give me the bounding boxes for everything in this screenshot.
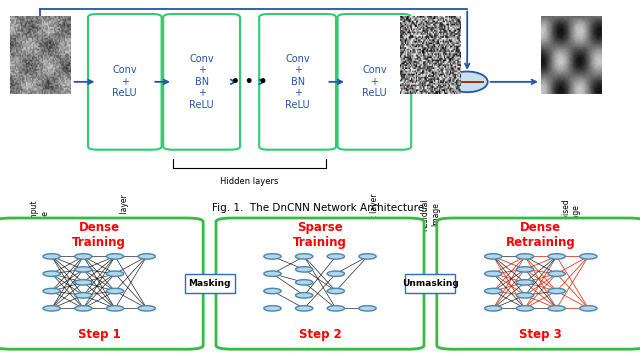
Ellipse shape [43, 306, 60, 311]
Circle shape [520, 294, 529, 297]
Ellipse shape [484, 254, 502, 259]
Circle shape [111, 290, 120, 292]
Text: Hidden layers: Hidden layers [220, 177, 279, 186]
Text: Input layer: Input layer [120, 194, 129, 236]
Text: Conv
+
ReLU: Conv + ReLU [113, 65, 137, 98]
Ellipse shape [43, 254, 60, 259]
Ellipse shape [264, 254, 281, 259]
FancyBboxPatch shape [184, 274, 235, 293]
Ellipse shape [548, 288, 565, 294]
Ellipse shape [264, 306, 281, 311]
FancyBboxPatch shape [163, 14, 240, 150]
Text: Unmasking: Unmasking [402, 279, 459, 288]
Circle shape [552, 255, 561, 257]
Ellipse shape [296, 293, 313, 298]
Ellipse shape [548, 306, 565, 311]
Ellipse shape [264, 288, 281, 294]
Ellipse shape [548, 271, 565, 276]
Circle shape [552, 290, 561, 292]
Ellipse shape [296, 254, 313, 259]
Bar [451, 81, 484, 83]
Ellipse shape [327, 306, 344, 311]
Ellipse shape [138, 254, 156, 259]
Ellipse shape [484, 271, 502, 276]
Circle shape [79, 255, 88, 257]
Ellipse shape [327, 254, 344, 259]
Ellipse shape [580, 254, 597, 259]
Ellipse shape [296, 306, 313, 311]
Circle shape [111, 255, 120, 257]
Ellipse shape [75, 293, 92, 298]
Ellipse shape [516, 254, 534, 259]
Text: Step 3: Step 3 [520, 328, 562, 341]
FancyBboxPatch shape [338, 14, 412, 150]
Ellipse shape [75, 254, 92, 259]
Text: Conv
+
ReLU: Conv + ReLU [362, 65, 387, 98]
FancyBboxPatch shape [0, 218, 204, 349]
FancyBboxPatch shape [259, 14, 336, 150]
Circle shape [520, 255, 529, 257]
Ellipse shape [580, 306, 597, 311]
Circle shape [79, 268, 88, 270]
Text: Dense
Retraining: Dense Retraining [506, 222, 575, 250]
Text: Step 2: Step 2 [299, 328, 341, 341]
Ellipse shape [516, 306, 534, 311]
Ellipse shape [106, 254, 124, 259]
Ellipse shape [138, 306, 156, 311]
Ellipse shape [359, 306, 376, 311]
Text: Fig. 1.  The DnCNN Network Architecture.: Fig. 1. The DnCNN Network Architecture. [212, 203, 428, 213]
Ellipse shape [106, 306, 124, 311]
Text: Conv
+
BN
+
ReLU: Conv + BN + ReLU [189, 53, 214, 110]
Text: Step 1: Step 1 [78, 328, 120, 341]
Text: Noisy Input
Image: Noisy Input Image [30, 200, 49, 244]
Ellipse shape [106, 271, 124, 276]
Ellipse shape [75, 306, 92, 311]
Text: Dense
Training: Dense Training [72, 222, 126, 250]
Circle shape [79, 307, 88, 309]
Ellipse shape [516, 267, 534, 272]
Text: Sparse
Training: Sparse Training [293, 222, 347, 250]
Text: Masking: Masking [188, 279, 231, 288]
Circle shape [552, 273, 561, 275]
Ellipse shape [43, 288, 60, 294]
Ellipse shape [548, 254, 565, 259]
Ellipse shape [484, 288, 502, 294]
Circle shape [520, 268, 529, 270]
FancyBboxPatch shape [406, 274, 456, 293]
Text: Denoised
Image: Denoised Image [561, 198, 580, 234]
Ellipse shape [296, 267, 313, 272]
Circle shape [520, 307, 529, 309]
Ellipse shape [484, 306, 502, 311]
Ellipse shape [327, 271, 344, 276]
FancyBboxPatch shape [216, 218, 424, 349]
Ellipse shape [359, 254, 376, 259]
Ellipse shape [106, 288, 124, 294]
Ellipse shape [516, 280, 534, 285]
Ellipse shape [516, 293, 534, 298]
Ellipse shape [447, 71, 488, 92]
Ellipse shape [264, 271, 281, 276]
Ellipse shape [75, 267, 92, 272]
FancyBboxPatch shape [88, 14, 161, 150]
Ellipse shape [296, 280, 313, 285]
Circle shape [111, 307, 120, 309]
Text: Conv
+
BN
+
ReLU: Conv + BN + ReLU [285, 53, 310, 110]
Text: Residual
Image: Residual Image [420, 198, 440, 231]
Circle shape [79, 281, 88, 283]
Ellipse shape [43, 271, 60, 276]
Ellipse shape [75, 280, 92, 285]
Text: • • •: • • • [232, 75, 268, 89]
FancyBboxPatch shape [437, 218, 640, 349]
Ellipse shape [327, 288, 344, 294]
Circle shape [552, 307, 561, 309]
Circle shape [520, 281, 529, 283]
Circle shape [111, 273, 120, 275]
Circle shape [79, 294, 88, 297]
Text: Output layer: Output layer [370, 194, 379, 242]
